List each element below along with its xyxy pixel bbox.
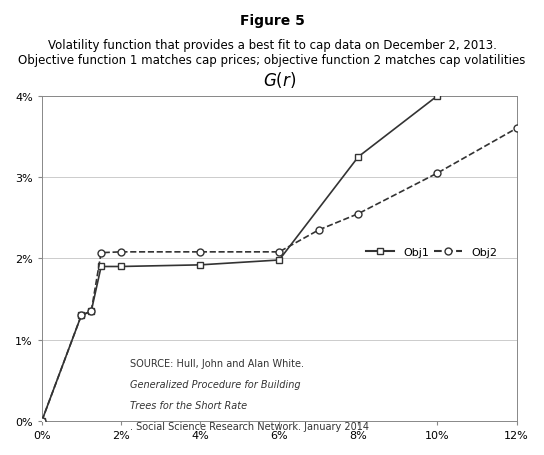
- Legend: Obj1, Obj2: Obj1, Obj2: [362, 243, 502, 262]
- Text: Generalized Procedure for Building: Generalized Procedure for Building: [129, 379, 300, 389]
- Text: $\bf{\it{G(r)}}$: $\bf{\it{G(r)}}$: [263, 70, 296, 90]
- Text: Figure 5: Figure 5: [239, 14, 305, 28]
- Text: Volatility function that provides a best fit to cap data on December 2, 2013.
Ob: Volatility function that provides a best…: [18, 39, 526, 66]
- Text: . Social Science Research Network. January 2014: . Social Science Research Network. Janua…: [129, 421, 369, 431]
- Text: Trees for the Short Rate: Trees for the Short Rate: [129, 400, 247, 410]
- Text: SOURCE: Hull, John and Alan White.: SOURCE: Hull, John and Alan White.: [129, 358, 307, 368]
